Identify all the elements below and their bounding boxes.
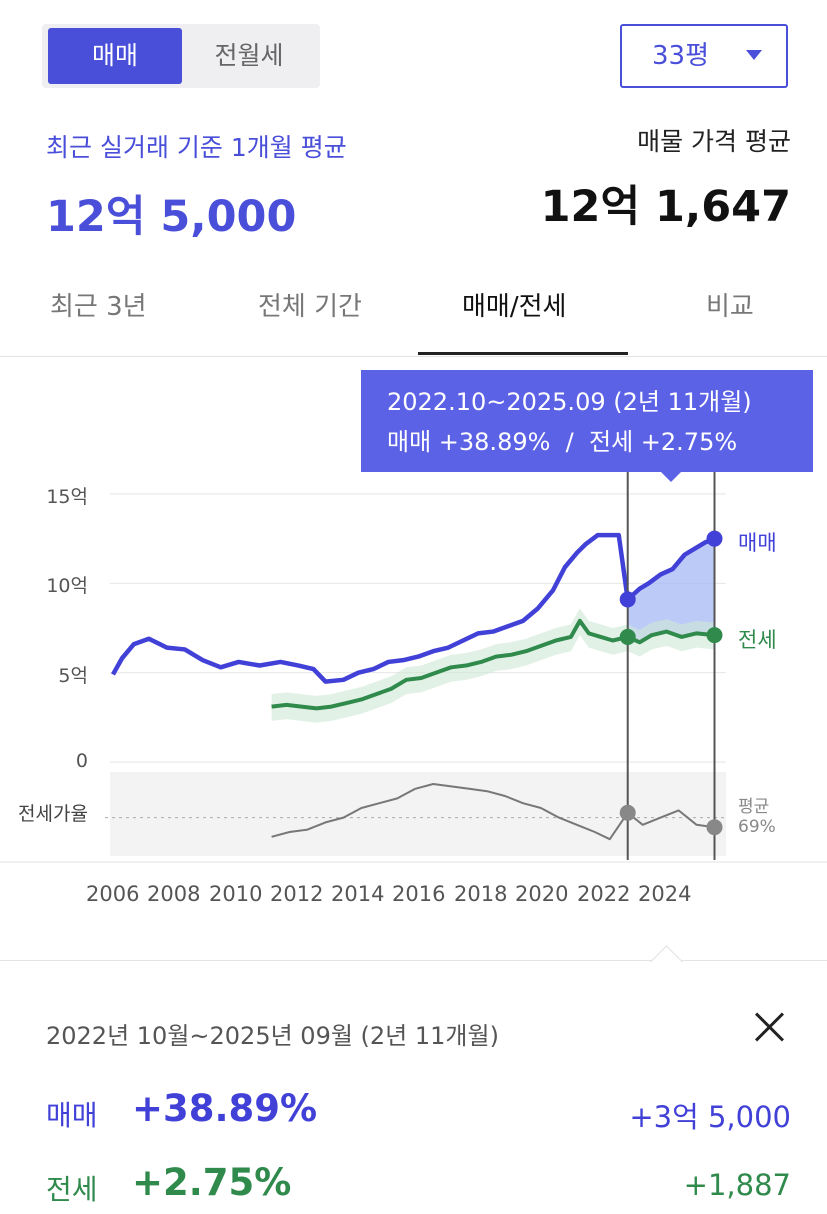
listing-price-value: 12억 1,647 bbox=[540, 182, 791, 232]
x-tick-2018: 2018 bbox=[454, 882, 508, 906]
caret-down-icon bbox=[746, 50, 762, 60]
tooltip-period: 2022.10~2025.09 (2년 11개월) bbox=[387, 388, 752, 416]
sale-start-marker bbox=[619, 591, 636, 608]
panel-notch bbox=[650, 945, 683, 978]
tooltip-change: 매매 +38.89% / 전세 +2.75% bbox=[387, 428, 738, 456]
y-tick-5: 5억 bbox=[58, 665, 88, 687]
ratio-average-value: 69% bbox=[738, 817, 776, 837]
panel-divider bbox=[0, 960, 827, 961]
price-chart[interactable] bbox=[0, 356, 827, 876]
x-tick-2012: 2012 bbox=[270, 882, 324, 906]
ratio-axis-label: 전세가율 bbox=[18, 803, 88, 825]
tooltip-tail bbox=[660, 471, 682, 482]
jeonse-row-percent: +2.75% bbox=[132, 1161, 292, 1204]
panel-period: 2022년 10월~2025년 09월 (2년 11개월) bbox=[46, 1022, 499, 1050]
selection-area-fill bbox=[627, 538, 715, 643]
x-tick-2008: 2008 bbox=[147, 882, 201, 906]
recent-price-label: 최근 실거래 기준 1개월 평균 bbox=[46, 133, 347, 162]
sale-row-amount: +3억 5,000 bbox=[629, 1100, 791, 1134]
ratio-series-line bbox=[271, 783, 715, 841]
tab-recent-3-years[interactable]: 최근 3년 bbox=[50, 292, 147, 322]
x-tick-2006: 2006 bbox=[86, 882, 140, 906]
jeonse-end-marker bbox=[706, 627, 723, 644]
listing-price-label: 매물 가격 평균 bbox=[637, 127, 791, 156]
ratio-end-marker bbox=[706, 819, 723, 836]
recent-price-value: 12억 5,000 bbox=[46, 192, 297, 242]
sale-row-percent: +38.89% bbox=[132, 1087, 318, 1130]
area-dropdown-value: 33평 bbox=[652, 41, 710, 71]
x-tick-2010: 2010 bbox=[209, 882, 263, 906]
tab-all-period[interactable]: 전체 기간 bbox=[258, 292, 362, 322]
deal-type-sale-button[interactable]: 매매 bbox=[48, 28, 182, 84]
ratio-average-label: 평균 bbox=[738, 797, 770, 817]
y-tick-10: 10억 bbox=[46, 575, 88, 597]
legend-jeonse: 전세 bbox=[738, 628, 777, 652]
y-tick-0: 0 bbox=[75, 750, 88, 772]
jeonse-start-marker bbox=[619, 628, 636, 645]
deal-type-rent-button[interactable]: 전월세 bbox=[214, 41, 284, 70]
tab-compare[interactable]: 비교 bbox=[706, 292, 754, 322]
deal-type-toggle: 매매 전월세 bbox=[42, 24, 320, 88]
jeonse-row-label: 전세 bbox=[46, 1173, 98, 1206]
ratio-start-marker bbox=[619, 804, 636, 821]
x-tick-2024: 2024 bbox=[638, 882, 692, 906]
jeonse-series-line bbox=[271, 618, 715, 711]
close-icon[interactable] bbox=[752, 1010, 786, 1044]
selection-tooltip: 2022.10~2025.09 (2년 11개월) 매매 +38.89% / 전… bbox=[361, 370, 813, 472]
x-tick-2014: 2014 bbox=[331, 882, 385, 906]
sale-series-line bbox=[111, 532, 716, 684]
sale-end-marker bbox=[706, 530, 723, 547]
y-tick-15: 15억 bbox=[46, 486, 88, 508]
legend-sale: 매매 bbox=[738, 531, 777, 555]
x-tick-2022: 2022 bbox=[577, 882, 631, 906]
sale-row-label: 매매 bbox=[46, 1099, 98, 1132]
area-dropdown[interactable]: 33평 bbox=[620, 24, 788, 88]
active-tab-indicator bbox=[418, 352, 628, 355]
x-tick-2020: 2020 bbox=[515, 882, 569, 906]
tab-sale-jeonse[interactable]: 매매/전세 bbox=[462, 292, 567, 322]
jeonse-row-amount: +1,887 bbox=[683, 1168, 791, 1202]
x-tick-2016: 2016 bbox=[392, 882, 446, 906]
tabs-divider bbox=[0, 356, 827, 357]
